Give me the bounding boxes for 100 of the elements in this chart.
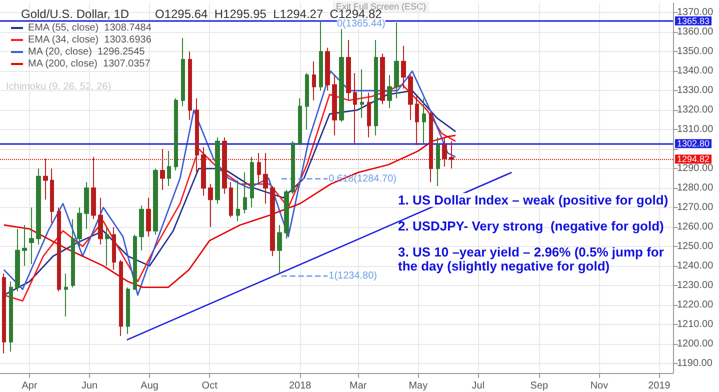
y-tick-label: 1250.00 [677, 240, 714, 252]
annotation: 0(1365.44) [337, 18, 386, 30]
y-tick-label: 1200.00 [677, 338, 714, 350]
x-tick-label: 2018 [288, 380, 312, 392]
y-tick-label: 1270.00 [677, 202, 714, 213]
legend-label: MA (200, close) 1307.0357 [28, 58, 151, 70]
candlestick [43, 158, 48, 200]
candlestick [201, 146, 206, 196]
candlestick [208, 184, 213, 228]
candlestick [167, 150, 171, 187]
candlestick [401, 45, 406, 90]
candlestick [312, 60, 316, 101]
y-tick-label: 1310.00 [677, 124, 714, 136]
candlestick [415, 96, 419, 146]
x-tick-label: Nov [590, 380, 608, 392]
candlestick [374, 40, 378, 136]
candlestick [346, 40, 351, 101]
candlestick [160, 148, 165, 190]
candlestick [436, 136, 440, 187]
y-tick-label: 1260.00 [677, 221, 714, 232]
x-tick-label: Jun [81, 380, 98, 392]
candlestick [236, 180, 240, 222]
candlestick [325, 47, 330, 92]
annotation: 2. USDJPY- Very strong (negative for gold) [398, 218, 664, 234]
candlestick [50, 168, 54, 224]
candlestick [305, 72, 309, 130]
candlestick [442, 136, 447, 168]
candlestick [215, 136, 220, 204]
candlestick [181, 38, 185, 107]
y-tick-label: 1350.00 [677, 46, 714, 58]
candlestick [360, 68, 364, 118]
candlestick [222, 136, 227, 194]
candlestick [263, 152, 268, 204]
candlestick [15, 228, 20, 292]
legend-label: EMA (55, close) 1308.7484 [28, 22, 152, 34]
chart-title: Gold/U.S. Dollar, 1D [21, 7, 130, 21]
annotation: 1. US Dollar Index – weak (positive for gold) [398, 192, 668, 208]
candlestick [380, 53, 385, 105]
candlestick [77, 206, 82, 247]
ref-line-label: 1302.80 [677, 138, 710, 149]
candlestick [153, 168, 158, 236]
candlestick [139, 205, 144, 251]
x-tick-label: May [408, 380, 428, 392]
x-tick-label: Oct [202, 380, 218, 392]
y-tick-label: 1230.00 [677, 280, 714, 291]
candlestick [394, 22, 399, 99]
candlestick [146, 197, 151, 238]
y-tick-label: 1220.00 [677, 299, 714, 310]
x-tick-label: Sep [530, 380, 549, 392]
candlestick [29, 206, 34, 264]
candlestick [339, 28, 344, 122]
x-tick-label: Apr [22, 380, 38, 392]
y-tick-label: 1280.00 [677, 182, 714, 194]
candlestick [174, 98, 178, 171]
y-tick-label: 1330.00 [677, 85, 714, 96]
candlestick [188, 51, 192, 120]
candlestick [422, 98, 426, 144]
x-tick-label: Jul [472, 380, 485, 392]
candlestick [277, 224, 282, 274]
candlestick [91, 156, 96, 220]
candlestick [243, 172, 247, 214]
candlestick [229, 182, 233, 218]
candlestick [22, 224, 27, 266]
candlestick [195, 98, 199, 173]
candlestick [98, 197, 103, 245]
candlestick [64, 273, 68, 318]
candlestick [133, 234, 137, 290]
y-tick-label: 1190.00 [677, 358, 713, 369]
ref-line-label: 1365.83 [677, 16, 710, 26]
annotation: 3. US 10 –year yield – 2.96% (0.5% jump for the day (slightly negative for gold) [398, 244, 664, 274]
candlestick [284, 189, 289, 240]
candlestick [408, 74, 413, 120]
y-tick-label: 1290.00 [677, 163, 714, 174]
x-tick-label: Aug [140, 380, 158, 392]
candlestick [332, 74, 337, 136]
candlestick [319, 20, 323, 92]
x-tick-label: Mar [350, 380, 368, 392]
legend-label: EMA (34, close) 1303.6936 [28, 34, 152, 46]
y-tick-label: 1370.00 [677, 7, 714, 18]
candlestick [449, 140, 454, 170]
legend-label: MA (20, close) 1296.2545 [28, 46, 146, 58]
candlestick [257, 152, 261, 185]
candlestick [298, 98, 302, 146]
x-tick-label: 2019 [648, 380, 671, 392]
candlestick [112, 226, 116, 270]
y-tick-label: 1240.00 [677, 260, 714, 272]
y-tick-label: 1360.00 [677, 26, 714, 38]
candlestick [291, 140, 295, 194]
candlestick [2, 273, 6, 354]
ref-line-label: 1294.82 [677, 154, 710, 164]
candlestick [387, 74, 392, 109]
candlestick [250, 156, 254, 208]
candlestick [57, 206, 61, 292]
y-tick-label: 1320.00 [677, 104, 714, 116]
candlestick [429, 112, 433, 183]
y-tick-label: 1340.00 [677, 66, 714, 77]
candlestick [353, 72, 357, 144]
candlestick [270, 186, 275, 257]
y-tick-label: 1210.00 [677, 318, 714, 330]
annotation: 1(1234.80) [328, 270, 378, 282]
